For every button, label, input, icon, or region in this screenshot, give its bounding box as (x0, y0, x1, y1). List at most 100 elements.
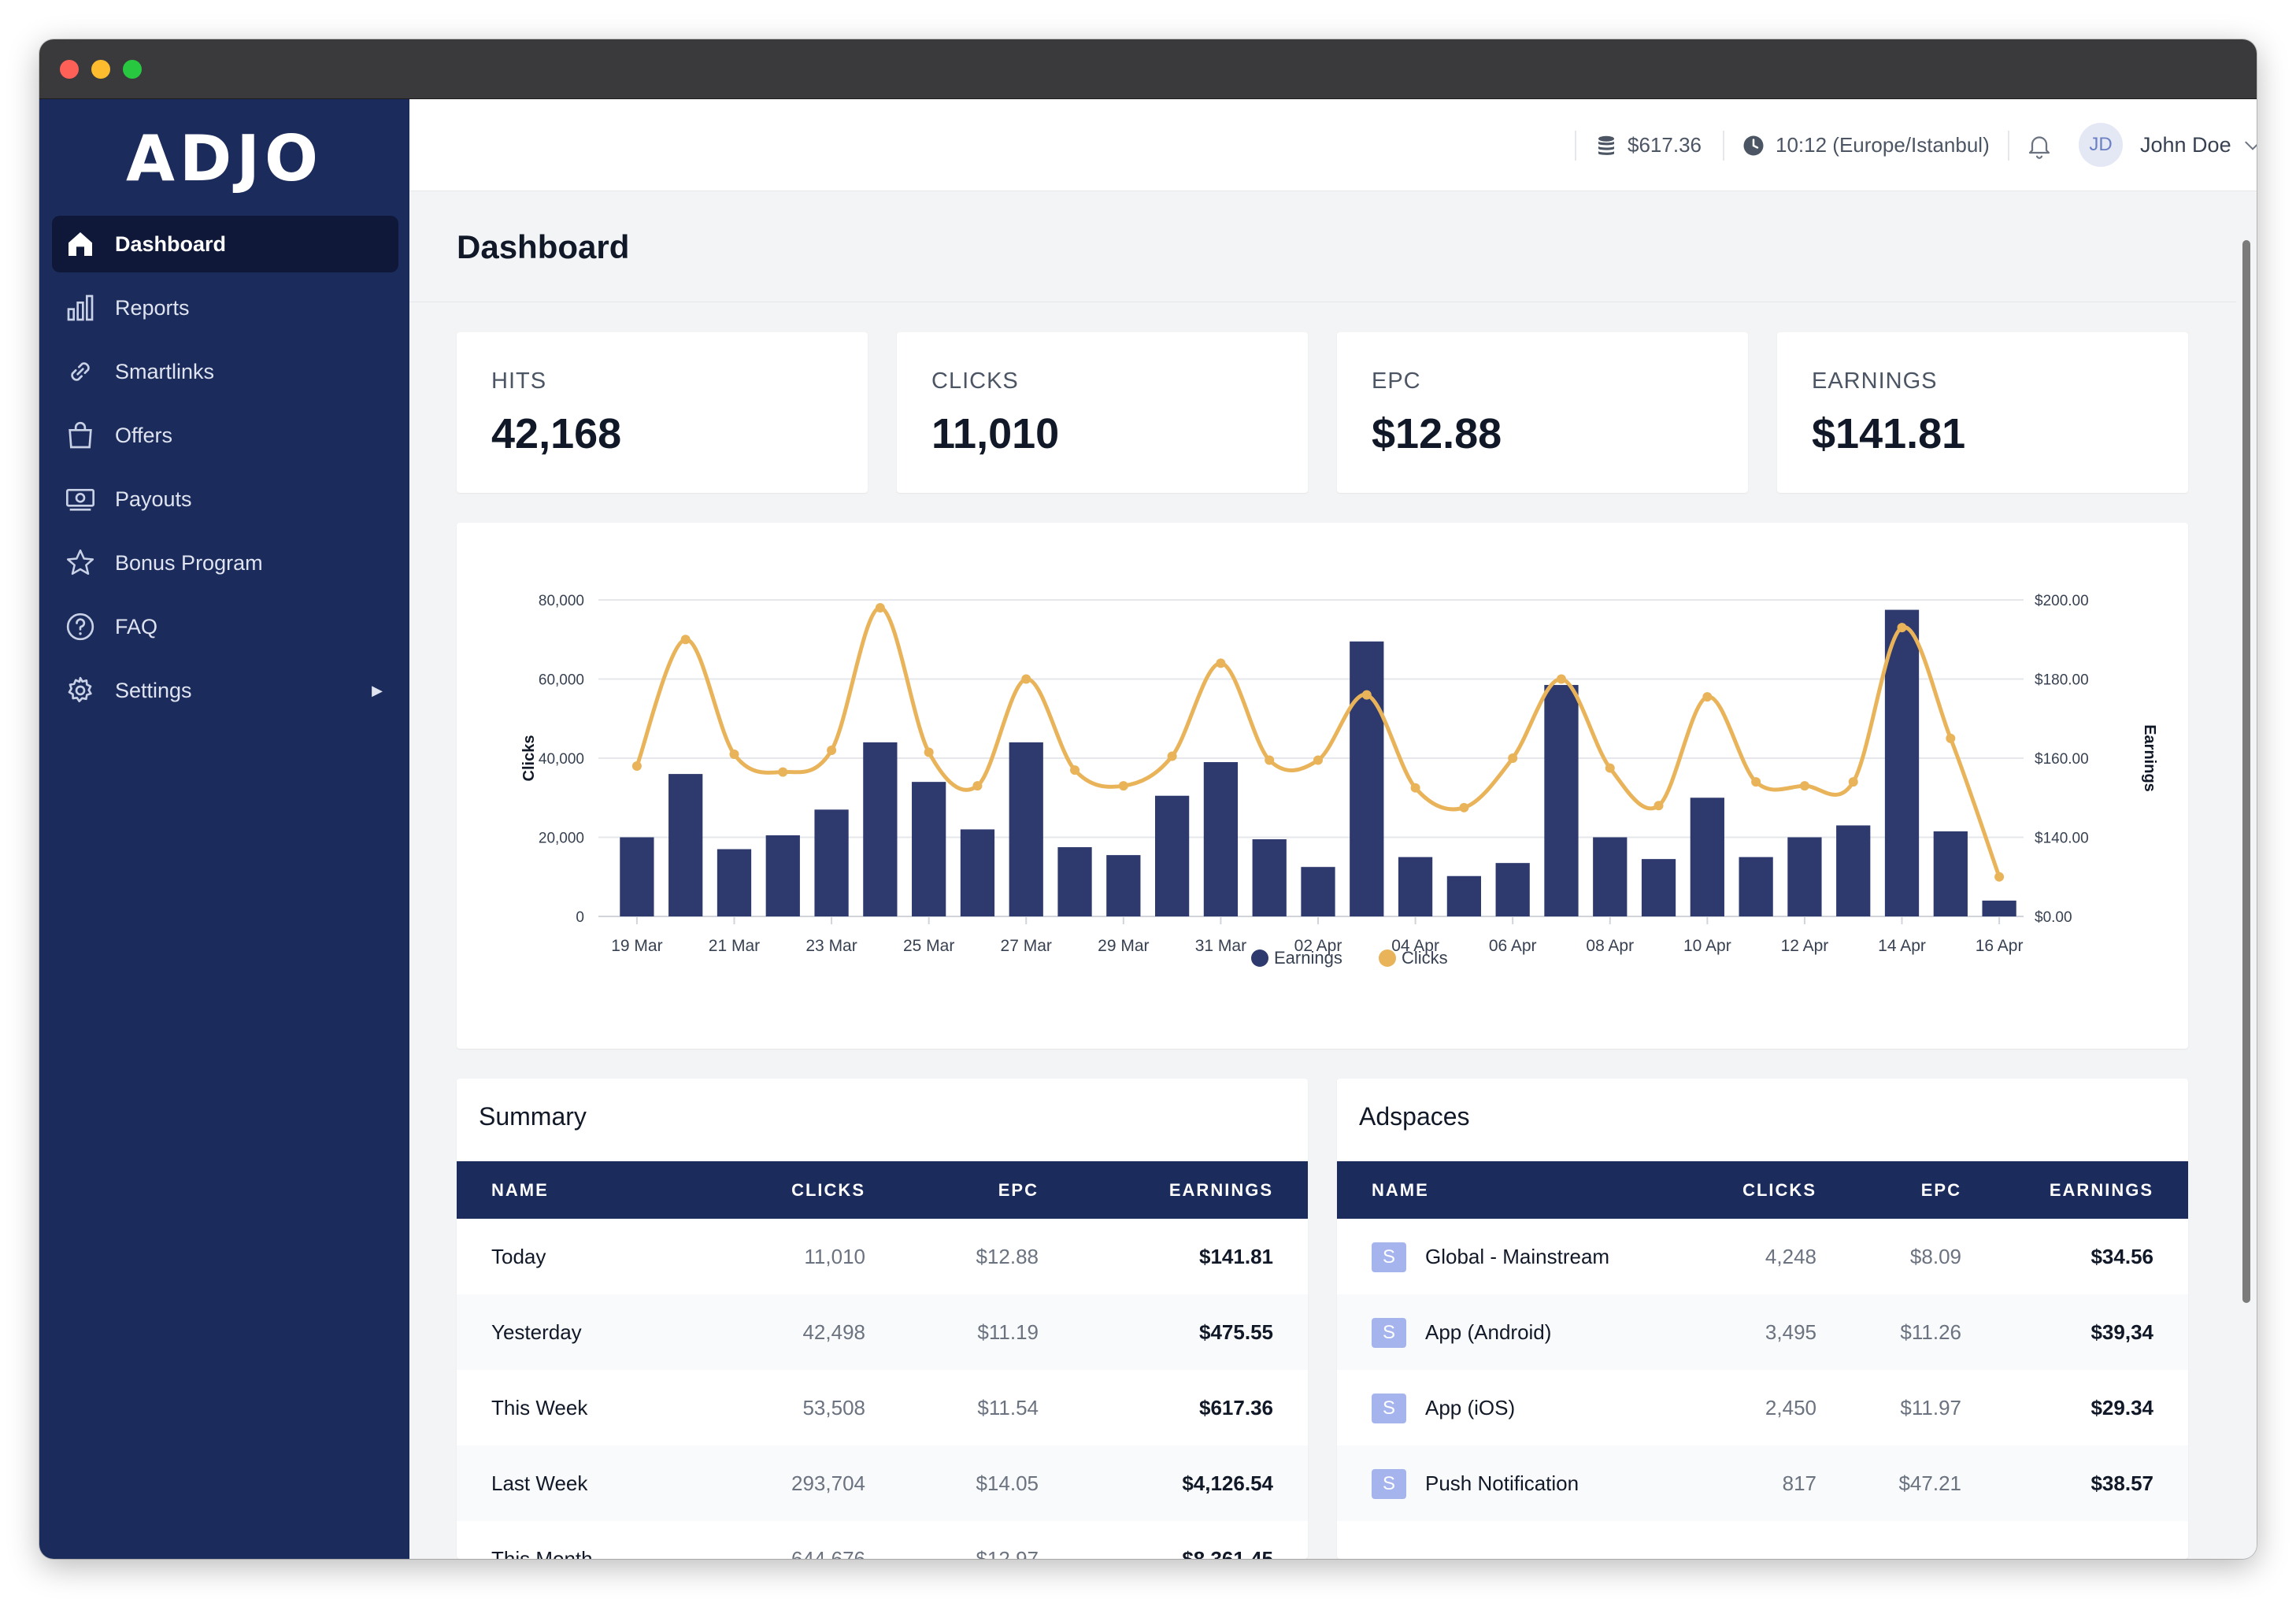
row-earnings: $4,126.54 (1182, 1471, 1273, 1495)
topbar-divider (2008, 131, 2009, 161)
earnings-bar (1252, 839, 1287, 916)
earnings-bar (1446, 875, 1482, 916)
adspace-type-badge: S (1372, 1394, 1406, 1423)
row-clicks: 644,676 (791, 1547, 865, 1559)
row-earnings: $38.57 (2090, 1471, 2153, 1495)
stat-value: $141.81 (1812, 410, 1966, 457)
right-axis-tick: $0.00 (2035, 909, 2072, 926)
clicks-point (827, 745, 837, 755)
chevron-down-icon[interactable] (2242, 135, 2257, 156)
column-header[interactable]: CLICKS (1742, 1180, 1816, 1200)
table-row[interactable]: Last Week 293,704 $14.05 $4,126.54 (457, 1445, 1308, 1521)
clicks-point (924, 747, 934, 757)
x-axis-tick: 02 Apr (1294, 937, 1342, 955)
minimize-window-button[interactable] (91, 60, 110, 79)
row-clicks: 11,010 (804, 1245, 865, 1268)
clicks-point (1021, 674, 1031, 684)
clicks-point (1459, 802, 1469, 812)
right-axis-label: Earnings (2141, 724, 2158, 792)
left-axis-tick: 0 (576, 909, 584, 926)
adspaces-panel: Adspaces NAME CLICKS EPC EARNINGS S Globa… (1337, 1079, 2188, 1559)
column-header[interactable]: EPC (998, 1180, 1039, 1200)
earnings-bar (1593, 837, 1628, 916)
table-row[interactable]: Today 11,010 $12.88 $141.81 (457, 1219, 1308, 1294)
user-name[interactable]: John Doe (2140, 133, 2231, 157)
row-name: Global - Mainstream (1425, 1245, 1610, 1268)
adspace-type-badge: S (1372, 1242, 1406, 1272)
row-earnings: $617.36 (1199, 1396, 1273, 1419)
topbar-divider (1575, 131, 1576, 161)
stat-label: EPC (1372, 368, 1421, 394)
close-window-button[interactable] (60, 60, 79, 79)
earnings-bar (960, 829, 995, 916)
sidebar-item-offers[interactable]: Offers (52, 407, 398, 464)
earnings-bar (1350, 641, 1384, 916)
topbar-divider (1723, 131, 1724, 161)
column-header[interactable]: EPC (1920, 1180, 1961, 1200)
sidebar-item-label: FAQ (115, 615, 158, 638)
row-name: Yesterday (491, 1320, 582, 1344)
sidebar-item-label: Reports (115, 296, 190, 320)
sidebar-item-bonus-program[interactable]: Bonus Program (52, 535, 398, 591)
sidebar-item-settings[interactable]: Settings ▶ (52, 662, 398, 719)
right-axis-tick: $140.00 (2035, 831, 2089, 847)
clicks-point (1605, 763, 1615, 773)
sidebar-item-label: Settings (115, 679, 192, 702)
table-row[interactable]: This Week 53,508 $11.54 $617.36 (457, 1370, 1308, 1445)
adspace-type-badge: S (1372, 1318, 1406, 1348)
zoom-window-button[interactable] (123, 60, 142, 79)
sidebar-item-reports[interactable]: Reports (52, 279, 398, 336)
row-epc: $47.21 (1898, 1471, 1961, 1495)
x-axis-tick: 12 Apr (1781, 937, 1829, 955)
expand-caret-icon[interactable]: ▶ (372, 683, 383, 698)
x-axis-tick: 10 Apr (1683, 937, 1731, 955)
table-row[interactable]: Yesterday 42,498 $11.19 $475.55 (457, 1294, 1308, 1370)
row-epc: $14.05 (976, 1471, 1039, 1495)
row-earnings: $141.81 (1199, 1245, 1273, 1268)
row-epc: $8.09 (1909, 1245, 1961, 1268)
sidebar-item-smartlinks[interactable]: Smartlinks (52, 343, 398, 400)
table-row[interactable]: S App (Android) 3,495 $11.26 $39,34 (1337, 1294, 2188, 1370)
badge-letter: S (1382, 1322, 1395, 1343)
x-axis-tick: 21 Mar (709, 937, 760, 955)
scrollbar-thumb[interactable] (2242, 240, 2250, 1303)
sidebar-nav: Dashboard Reports Smartlinks Offers Payo… (52, 216, 398, 726)
row-earnings: $29.34 (2090, 1396, 2153, 1419)
x-axis-tick: 16 Apr (1976, 937, 2024, 955)
coins-icon (1598, 135, 1614, 155)
column-header[interactable]: NAME (491, 1180, 549, 1200)
scrollbar[interactable] (2236, 191, 2257, 1559)
column-header[interactable]: EARNINGS (1168, 1180, 1273, 1200)
clicks-point (1751, 777, 1761, 787)
clicks-point (1118, 781, 1128, 791)
earnings-bar (765, 835, 800, 916)
row-epc: $11.19 (977, 1320, 1039, 1344)
table-row[interactable]: S App (iOS) 2,450 $11.97 $29.34 (1337, 1370, 2188, 1445)
bell-icon[interactable] (2025, 131, 2053, 160)
sidebar-item-dashboard[interactable]: Dashboard (52, 216, 398, 272)
clicks-point (972, 781, 983, 791)
column-header[interactable]: EARNINGS (2049, 1180, 2153, 1200)
sidebar-item-faq[interactable]: FAQ (52, 598, 398, 655)
clicks-point (729, 749, 739, 759)
clicks-point (1848, 777, 1858, 787)
row-earnings: $8,361.45 (1182, 1547, 1273, 1559)
table-row[interactable]: This Month 644,676 $12.97 $8,361.45 (457, 1521, 1308, 1559)
balance-amount: $617.36 (1628, 133, 1702, 157)
column-header[interactable]: NAME (1372, 1180, 1429, 1200)
row-clicks: 42,498 (802, 1320, 865, 1344)
table-row[interactable]: S Push Notification 817 $47.21 $38.57 (1337, 1445, 2188, 1521)
brand-logo[interactable]: ADJO (39, 99, 409, 217)
sidebar-item-payouts[interactable]: Payouts (52, 471, 398, 527)
earnings-bar (1495, 863, 1530, 916)
x-axis-tick: 23 Mar (805, 937, 857, 955)
column-header[interactable]: CLICKS (791, 1180, 865, 1200)
table-row[interactable]: S Global - Mainstream 4,248 $8.09 $34.56 (1337, 1219, 2188, 1294)
row-epc: $12.97 (976, 1547, 1039, 1559)
badge-letter: S (1382, 1246, 1395, 1268)
earnings-bar (1057, 847, 1092, 916)
shopping-bag-icon (69, 421, 92, 449)
stat-value: 11,010 (931, 410, 1060, 457)
earnings-bar (668, 774, 703, 916)
avatar[interactable]: JD (2079, 123, 2123, 167)
